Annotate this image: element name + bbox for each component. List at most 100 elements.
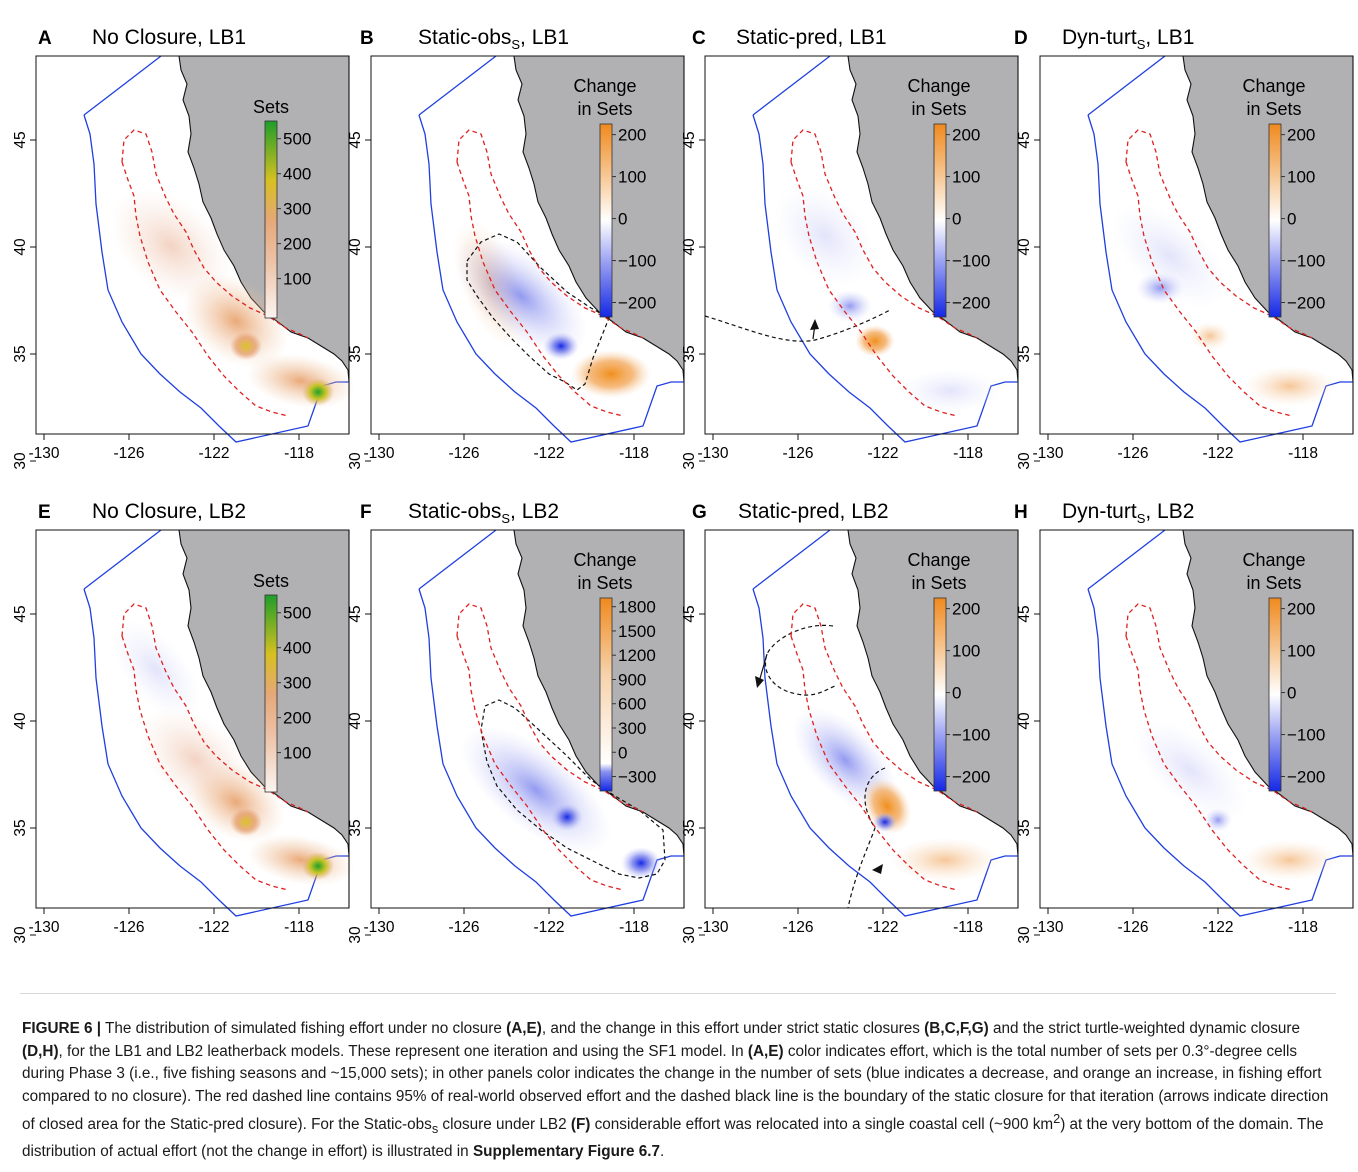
y-tick-label: 35 (681, 345, 698, 362)
panel-c (704, 55, 1019, 443)
legend-tick-label: −100 (1287, 252, 1325, 271)
legend-tick-label: 200 (618, 126, 646, 145)
caption-box (20, 993, 1336, 1154)
legend-a: Sets 500 400 300 200 100 (253, 97, 311, 319)
legend-tick-label: 100 (952, 642, 980, 661)
y-tick-label: 30 (12, 452, 29, 470)
y-tick-label: 45 (347, 131, 364, 148)
legend-tick-label: 900 (618, 670, 646, 689)
y-tick-label: 30 (12, 926, 29, 944)
y-tick-label: 45 (1016, 131, 1033, 148)
panel-g (704, 529, 1019, 917)
legend-tick-label: 500 (283, 130, 311, 149)
figure: A No Closure, LB1 B Static-obsS, LB1 C S… (12, 26, 1354, 944)
y-tick-label: 35 (12, 819, 29, 836)
panel-f (370, 529, 685, 917)
caption-supplementary-ref[interactable]: Supplementary Figure 6.7 (472, 1142, 660, 1160)
legend-c: Change in Sets 200 100 0 −100 −200 (907, 76, 990, 318)
legend-tick-label: 400 (283, 165, 311, 184)
x-tick-label: -126 (113, 445, 144, 462)
panel-h (1039, 529, 1354, 917)
x-tick-label: -118 (619, 445, 649, 462)
x-tick-label: -126 (782, 445, 813, 462)
legend-title-d: in Sets (1246, 99, 1301, 119)
panel-d (1039, 55, 1354, 443)
panel-letter-f: F (360, 502, 372, 523)
legend-tick-label: 200 (283, 235, 311, 254)
y-tick-label: 45 (12, 131, 29, 148)
x-tick-label: -126 (113, 919, 144, 936)
legend-tick-label: 100 (952, 168, 980, 187)
y-tick-label: 45 (681, 605, 698, 622)
legend-tick-label: 300 (283, 674, 311, 693)
legend-title-c: in Sets (911, 99, 966, 119)
legend-title-b: in Sets (577, 99, 632, 119)
axes-f: -130 -126 -122 -118 45 40 35 30 (347, 605, 649, 943)
colorbar-c (933, 123, 947, 318)
x-tick-label: -130 (363, 445, 394, 462)
x-tick-label: -130 (697, 445, 728, 462)
y-tick-label: 35 (347, 819, 364, 836)
panel-title-f: Static-obsS, LB2 (408, 500, 559, 526)
x-tick-label: -126 (448, 445, 479, 462)
legend-tick-label: −100 (1287, 726, 1325, 745)
x-tick-label: -118 (284, 445, 314, 462)
x-tick-label: -122 (867, 445, 898, 462)
y-tick-label: 40 (681, 238, 698, 256)
legend-tick-label: 100 (1287, 168, 1315, 187)
axes-d: -130 -126 -122 -118 45 40 35 30 (1016, 131, 1318, 469)
panel-letter-d: D (1014, 28, 1028, 49)
axes-a: -130 -126 -122 -118 45 40 35 30 (12, 131, 314, 469)
colorbar-b (599, 123, 613, 318)
legend-tick-label: −200 (952, 768, 990, 787)
x-tick-label: -126 (782, 919, 813, 936)
x-tick-label: -130 (363, 919, 394, 936)
legend-tick-label: 1200 (618, 646, 656, 665)
legend-tick-label: −100 (952, 726, 990, 745)
legend-tick-label: 300 (283, 200, 311, 219)
legend-title-b: Change (573, 76, 636, 96)
x-tick-label: -122 (1202, 445, 1233, 462)
y-tick-label: 30 (681, 926, 698, 944)
legend-d: Change in Sets 200 100 0 −100 −200 (1242, 76, 1325, 318)
x-tick-label: -126 (1117, 445, 1148, 462)
panel-e (35, 529, 355, 917)
legend-tick-label: 0 (952, 210, 961, 229)
panel-letter-g: G (692, 502, 707, 523)
legend-title-h: Change (1242, 550, 1305, 570)
y-tick-label: 40 (1016, 712, 1033, 730)
colorbar-f (599, 597, 613, 792)
panel-title-c: Static-pred, LB1 (736, 26, 887, 49)
legend-tick-label: 0 (618, 210, 627, 229)
legend-tick-label: 100 (1287, 642, 1315, 661)
x-tick-label: -122 (198, 445, 229, 462)
y-tick-label: 40 (1016, 238, 1033, 256)
legend-e: Sets 500 400 300 200 100 (253, 571, 311, 793)
y-tick-label: 40 (347, 238, 364, 256)
panel-title-h: Dyn-turtS, LB2 (1062, 500, 1194, 526)
x-tick-label: -122 (198, 919, 229, 936)
legend-title-f: Change (573, 550, 636, 570)
legend-tick-label: 1800 (618, 598, 656, 617)
legend-tick-label: 0 (1287, 210, 1296, 229)
legend-tick-label: −100 (952, 252, 990, 271)
caption-label: FIGURE 6 | (22, 1020, 102, 1038)
x-tick-label: -122 (533, 445, 564, 462)
panel-title-b: Static-obsS, LB1 (418, 26, 569, 52)
legend-title-g: Change (907, 550, 970, 570)
legend-tick-label: −200 (1287, 294, 1325, 313)
colorbar-g (933, 597, 947, 792)
y-tick-label: 40 (347, 712, 364, 730)
legend-title-a: Sets (253, 97, 289, 117)
y-tick-label: 45 (681, 131, 698, 148)
y-tick-label: 45 (1016, 605, 1033, 622)
x-tick-label: -130 (697, 919, 728, 936)
legend-tick-label: 600 (618, 695, 646, 714)
axes-g: -130 -126 -122 -118 45 40 35 30 (681, 605, 983, 943)
legend-tick-label: 500 (283, 604, 311, 623)
y-tick-label: 30 (347, 452, 364, 470)
legend-title-d: Change (1242, 76, 1305, 96)
axes-h: -130 -126 -122 -118 45 40 35 30 (1016, 605, 1318, 943)
